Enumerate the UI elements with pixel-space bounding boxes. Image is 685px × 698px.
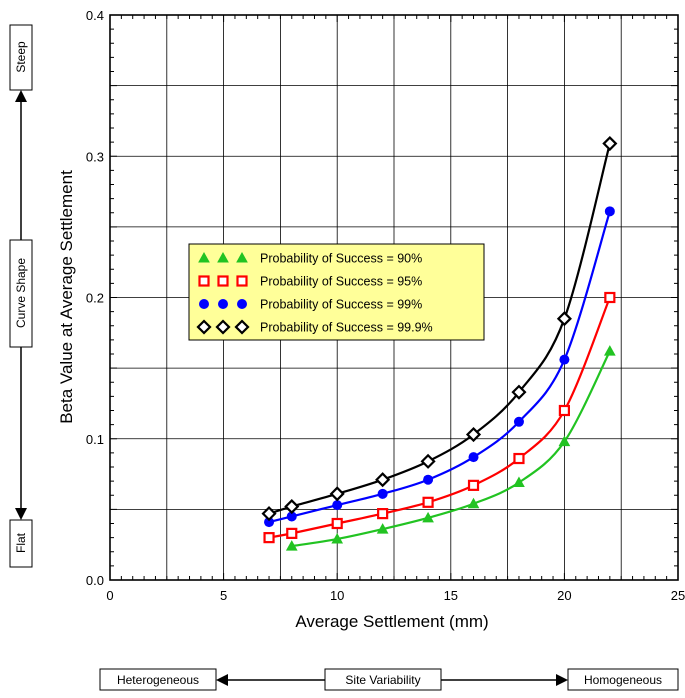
data-point-circle [559, 354, 570, 365]
y-tick-label: 0.0 [86, 573, 104, 588]
data-point-circle [332, 500, 343, 511]
curve-shape-annotation: Steep Curve Shape Flat [9, 24, 33, 568]
y-tick-label: 0.4 [86, 8, 104, 23]
data-point-square [331, 517, 343, 530]
data-point-triangle [331, 533, 344, 544]
x-axis-title: Average Settlement (mm) [295, 612, 488, 631]
data-point-diamond [284, 498, 300, 515]
axes [109, 14, 679, 581]
data-point-triangle [285, 540, 298, 551]
legend-label: Probability of Success = 99% [260, 298, 422, 312]
data-point-triangle [376, 523, 389, 534]
legend-marker-diamond [215, 319, 231, 335]
data-point-diamond [465, 426, 482, 443]
data-point-triangle [422, 511, 434, 523]
x-tick-label: 0 [106, 588, 113, 603]
x-tick-label: 5 [220, 588, 227, 603]
heterogeneous-box [99, 668, 217, 691]
data-point-square [286, 527, 298, 539]
data-point-triangle [513, 476, 525, 488]
legend-marker-diamond [196, 319, 212, 335]
data-point-circle [264, 517, 275, 528]
legend-marker-square [236, 275, 248, 287]
flat-label: Flat [14, 532, 28, 553]
data-point-circle [513, 416, 524, 427]
data-point-square [604, 291, 616, 304]
y-tick-label: 0.3 [86, 149, 104, 164]
legend-label: Probability of Success = 99.9% [260, 321, 433, 335]
data-point-square [422, 496, 434, 508]
y-tick-label: 0.2 [86, 291, 104, 306]
y-tick-label: 0.1 [86, 432, 104, 447]
data-point-circle [423, 474, 434, 485]
data-point-circle [604, 206, 615, 217]
x-tick-label: 20 [557, 588, 571, 603]
data-point-diamond [420, 453, 436, 469]
data-point-diamond [511, 384, 527, 400]
x-tick-label: 15 [444, 588, 458, 603]
legend-label: Probability of Success = 95% [260, 275, 422, 289]
curve-shape-box [9, 239, 33, 348]
series-curves [268, 143, 611, 548]
arrow-down-icon [15, 508, 27, 520]
data-point-triangle [558, 435, 571, 447]
data-point-triangle [467, 497, 480, 509]
legend-marker-circle [237, 299, 247, 309]
data-point-diamond [375, 472, 391, 488]
legend-marker-triangle [236, 251, 248, 263]
legend: Probability of Success = 90% Probability … [188, 243, 485, 341]
arrow-left-icon [216, 674, 228, 686]
x-tick-label: 25 [671, 588, 685, 603]
data-point-diamond [329, 486, 345, 502]
legend-marker-square [217, 275, 229, 287]
site-variability-box [324, 668, 442, 691]
heterogeneous-label: Heterogeneous [117, 673, 199, 687]
homogeneous-label: Homogeneous [584, 673, 662, 687]
data-point-square [377, 508, 389, 520]
legend-marker-triangle [217, 251, 229, 263]
data-point-circle [286, 511, 297, 522]
legend-marker-circle [199, 299, 209, 309]
steep-label: Steep [14, 41, 28, 73]
legend-label: Probability of Success = 90% [260, 252, 422, 266]
homogeneous-box [567, 668, 679, 691]
data-point-square [558, 404, 571, 417]
data-point-diamond [261, 506, 277, 522]
data-point-square [467, 479, 480, 491]
series-markers [261, 135, 618, 551]
arrow-up-icon [15, 90, 27, 102]
data-point-square [513, 452, 525, 465]
site-variability-label: Site Variability [345, 673, 420, 687]
flat-box [9, 519, 33, 568]
site-variability-annotation: Heterogeneous Site Variability Homogeneo… [99, 668, 679, 691]
legend-marker-triangle [198, 251, 210, 263]
legend-marker-square [198, 275, 210, 287]
curve-shape-label: Curve Shape [14, 258, 28, 328]
legend-marker-diamond [234, 319, 250, 335]
data-point-square [263, 532, 275, 544]
data-point-circle [377, 488, 388, 499]
data-point-triangle [603, 345, 616, 356]
tick-labels: 0 5 10 15 20 25 0.0 0.1 0.2 0.3 0.4 [86, 8, 685, 603]
data-point-diamond [556, 311, 572, 327]
legend-marker-circle [218, 299, 228, 309]
y-axis-title: Beta Value at Average Settlement [57, 170, 76, 424]
steep-box [9, 24, 33, 91]
data-point-circle [468, 452, 479, 463]
data-point-diamond [602, 135, 618, 152]
x-tick-label: 10 [330, 588, 344, 603]
arrow-right-icon [556, 674, 568, 686]
